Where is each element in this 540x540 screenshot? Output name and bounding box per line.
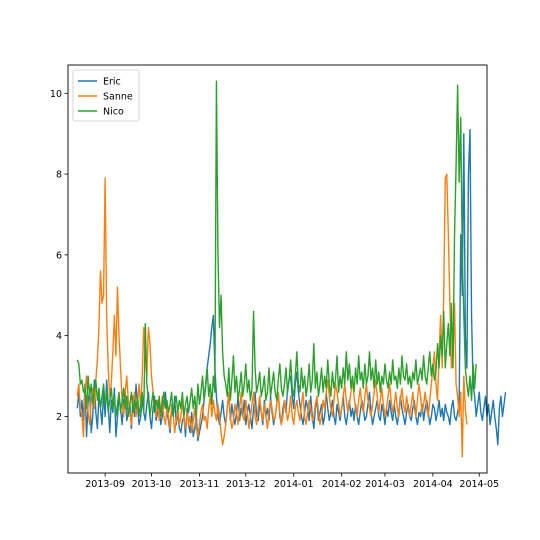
legend-label-nico: Nico	[103, 107, 124, 118]
y-tick-label: 2	[56, 412, 62, 423]
y-axis: 2 4 6 8 10	[50, 89, 68, 423]
y-tick-label: 10	[50, 89, 62, 100]
x-tick-label: 2014-01	[274, 479, 314, 490]
plot-frame	[67, 64, 488, 474]
x-tick-label: 2014-03	[365, 479, 405, 490]
x-axis: 2013-09 2013-10 2013-11 2013-12 2014-01 2014-…	[85, 473, 499, 490]
x-tick-label: 2013-09	[85, 479, 125, 490]
x-tick-label: 2013-10	[132, 479, 172, 490]
legend-label-sanne: Sanne	[103, 92, 133, 103]
legend-label-eric: Eric	[103, 77, 121, 88]
legend-box	[72, 69, 140, 122]
x-tick-label: 2014-02	[322, 479, 362, 490]
x-tick-label: 2014-04	[413, 479, 453, 490]
legend: Eric Sanne Nico	[72, 69, 140, 122]
y-tick-label: 4	[56, 331, 62, 342]
series-line-sanne	[76, 173, 468, 458]
y-tick-label: 6	[56, 250, 62, 261]
x-tick-label: 2014-05	[459, 479, 499, 490]
series-layer	[76, 80, 507, 458]
y-tick-label: 8	[56, 170, 62, 181]
series-line-nico	[76, 80, 477, 418]
x-tick-label: 2013-11	[180, 479, 220, 490]
x-tick-label: 2013-12	[226, 479, 266, 490]
